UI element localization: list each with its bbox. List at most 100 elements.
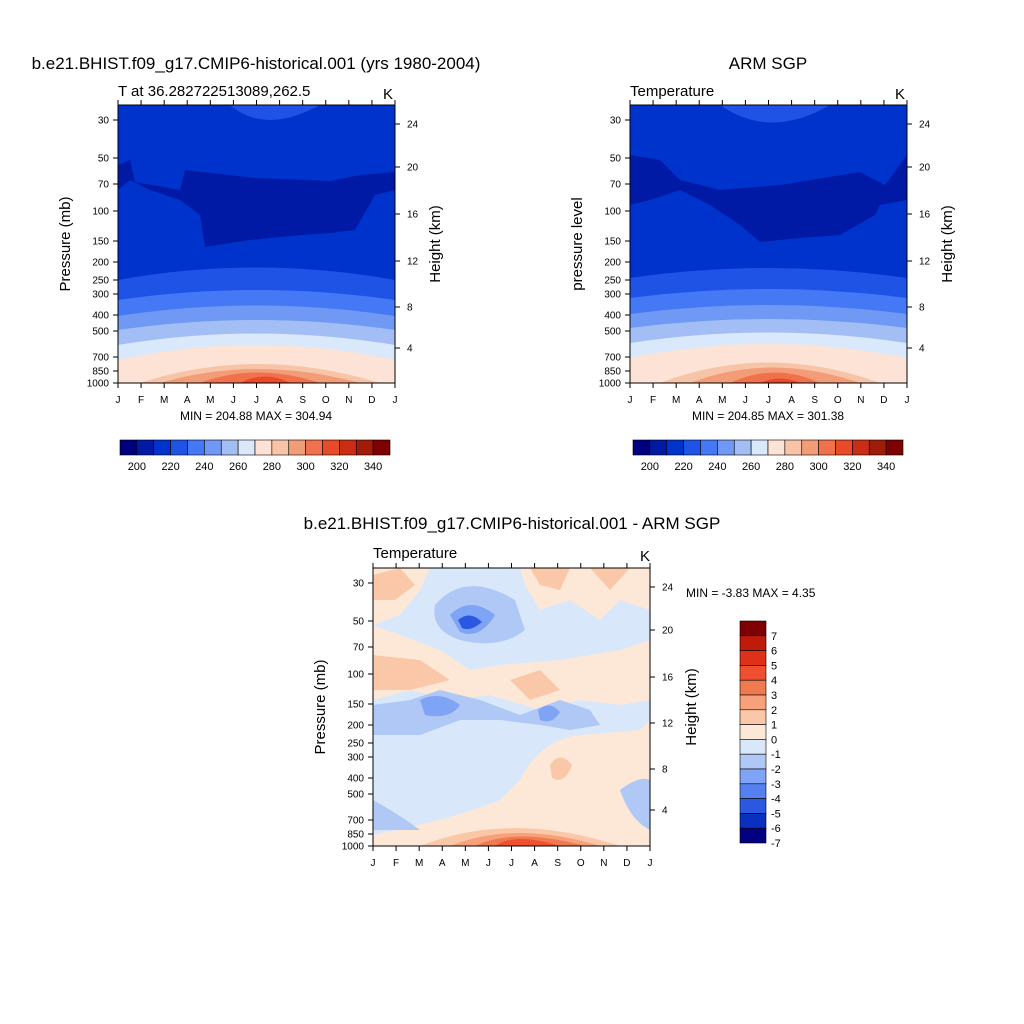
panel-obs-contours [630, 105, 907, 383]
colorbar-box [852, 439, 870, 456]
colorbar-label: 0 [771, 734, 777, 746]
colorbar-label: 220 [161, 461, 179, 473]
x-tick-label: A [531, 858, 538, 869]
y-tick-label: 400 [347, 774, 364, 785]
y-tick-label: 50 [98, 154, 110, 165]
panel-obs-units: K [895, 86, 905, 103]
x-tick-label: J [743, 395, 748, 406]
y-tick-label: 500 [604, 327, 621, 338]
x-tick-label: J [254, 395, 259, 406]
colorbar-label: 240 [195, 461, 213, 473]
colorbar-box [153, 439, 171, 456]
colorbar-box [305, 439, 323, 456]
y-tick-label: 250 [347, 739, 364, 750]
y-tick-label: 150 [92, 237, 109, 248]
panel-diff-units: K [640, 548, 650, 565]
y-tick-label: 1000 [599, 379, 622, 390]
colorbar-box [717, 439, 735, 456]
height-tick-label: 20 [662, 626, 674, 637]
panel-model-colorbar: 200 220 240 260 280 300 320 340 [119, 439, 391, 473]
y-tick-label: 30 [353, 579, 365, 590]
y-tick-label: 30 [610, 116, 622, 127]
colorbar-label: 4 [771, 675, 777, 687]
colorbar-box [700, 439, 718, 456]
x-tick-label: J [905, 395, 910, 406]
y-tick-label: 400 [92, 311, 109, 322]
colorbar-box [739, 665, 767, 681]
colorbar-box [136, 439, 155, 456]
y-tick-label: 100 [92, 207, 109, 218]
colorbar-box [271, 439, 290, 456]
panel-diff-height-axis: 24 20 16 12 8 4 [650, 583, 674, 817]
x-tick-label: J [486, 858, 491, 869]
panel-model-units: K [383, 86, 393, 103]
panel-model-title: b.e21.BHIST.f09_g17.CMIP6-historical.001… [32, 54, 481, 73]
panel-diff-colorbar: 7 6 5 4 3 2 1 0 -1 -2 -3 -4 -5 -6 -7 [739, 620, 781, 850]
height-tick-label: 12 [407, 257, 419, 268]
colorbar-label: 6 [771, 646, 777, 658]
colorbar-label: -2 [771, 764, 781, 776]
panel-model-stats: MIN = 204.88 MAX = 304.94 [180, 409, 332, 423]
height-tick-label: 4 [662, 806, 668, 817]
y-tick-label: 50 [610, 154, 622, 165]
colorbar-box [739, 827, 767, 844]
x-tick-label: J [766, 395, 771, 406]
colorbar-box [355, 439, 374, 456]
colorbar-box [739, 813, 767, 829]
colorbar-label: -6 [771, 823, 781, 835]
x-tick-label: O [577, 858, 585, 869]
y-tick-label: 250 [92, 276, 109, 287]
colorbar-box [739, 768, 767, 785]
x-tick-label: J [628, 395, 633, 406]
y-tick-label: 500 [347, 790, 364, 801]
panel-model: b.e21.BHIST.f09_g17.CMIP6-historical.001… [32, 54, 481, 473]
panel-obs-ylabel-right: Height (km) [939, 205, 956, 283]
height-tick-label: 24 [662, 583, 674, 594]
height-tick-label: 8 [919, 303, 925, 314]
colorbar-box [666, 439, 684, 456]
y-tick-label: 150 [604, 237, 621, 248]
colorbar-label: 220 [674, 461, 692, 473]
panel-model-ylabel: Pressure (mb) [57, 196, 74, 291]
colorbar-box [868, 439, 887, 456]
panel-diff-contours [373, 568, 650, 846]
panel-obs-ylabel: pressure level [569, 197, 586, 290]
colorbar-label: 2 [771, 705, 777, 717]
colorbar-label: 200 [128, 461, 146, 473]
y-tick-label: 100 [604, 207, 621, 218]
colorbar-box [632, 439, 651, 456]
x-tick-label: M [718, 395, 726, 406]
y-tick-label: 1000 [87, 379, 110, 390]
panel-diff-ylabel-right: Height (km) [683, 668, 700, 746]
x-tick-label: A [788, 395, 795, 406]
height-tick-label: 16 [407, 210, 419, 221]
colorbar-box [739, 679, 767, 696]
height-tick-label: 8 [662, 765, 668, 776]
colorbar-box [739, 798, 767, 814]
colorbar-label: 280 [776, 461, 794, 473]
panel-obs: ARM SGP Temperature K J F M A M J J A S O N D J 30 50… [569, 54, 956, 473]
x-tick-label: J [393, 395, 398, 406]
x-tick-label: A [439, 858, 446, 869]
y-tick-label: 1000 [342, 842, 365, 853]
y-tick-label: 30 [98, 116, 110, 127]
x-tick-label: N [345, 395, 352, 406]
height-tick-label: 16 [662, 673, 674, 684]
panel-obs-subtitle: Temperature [630, 83, 714, 100]
x-tick-label: D [368, 395, 375, 406]
y-tick-label: 700 [604, 353, 621, 364]
colorbar-box [784, 439, 803, 456]
panel-model-ylabel-right: Height (km) [427, 205, 444, 283]
colorbar-box [372, 439, 391, 456]
colorbar-box [739, 694, 767, 711]
colorbar-box [801, 439, 819, 456]
y-tick-label: 700 [347, 816, 364, 827]
panel-diff-subtitle: Temperature [373, 545, 457, 562]
colorbar-label: -1 [771, 749, 781, 761]
colorbar-label: 320 [330, 461, 348, 473]
x-tick-label: D [623, 858, 630, 869]
colorbar-box [339, 439, 357, 456]
y-tick-label: 70 [610, 180, 622, 191]
